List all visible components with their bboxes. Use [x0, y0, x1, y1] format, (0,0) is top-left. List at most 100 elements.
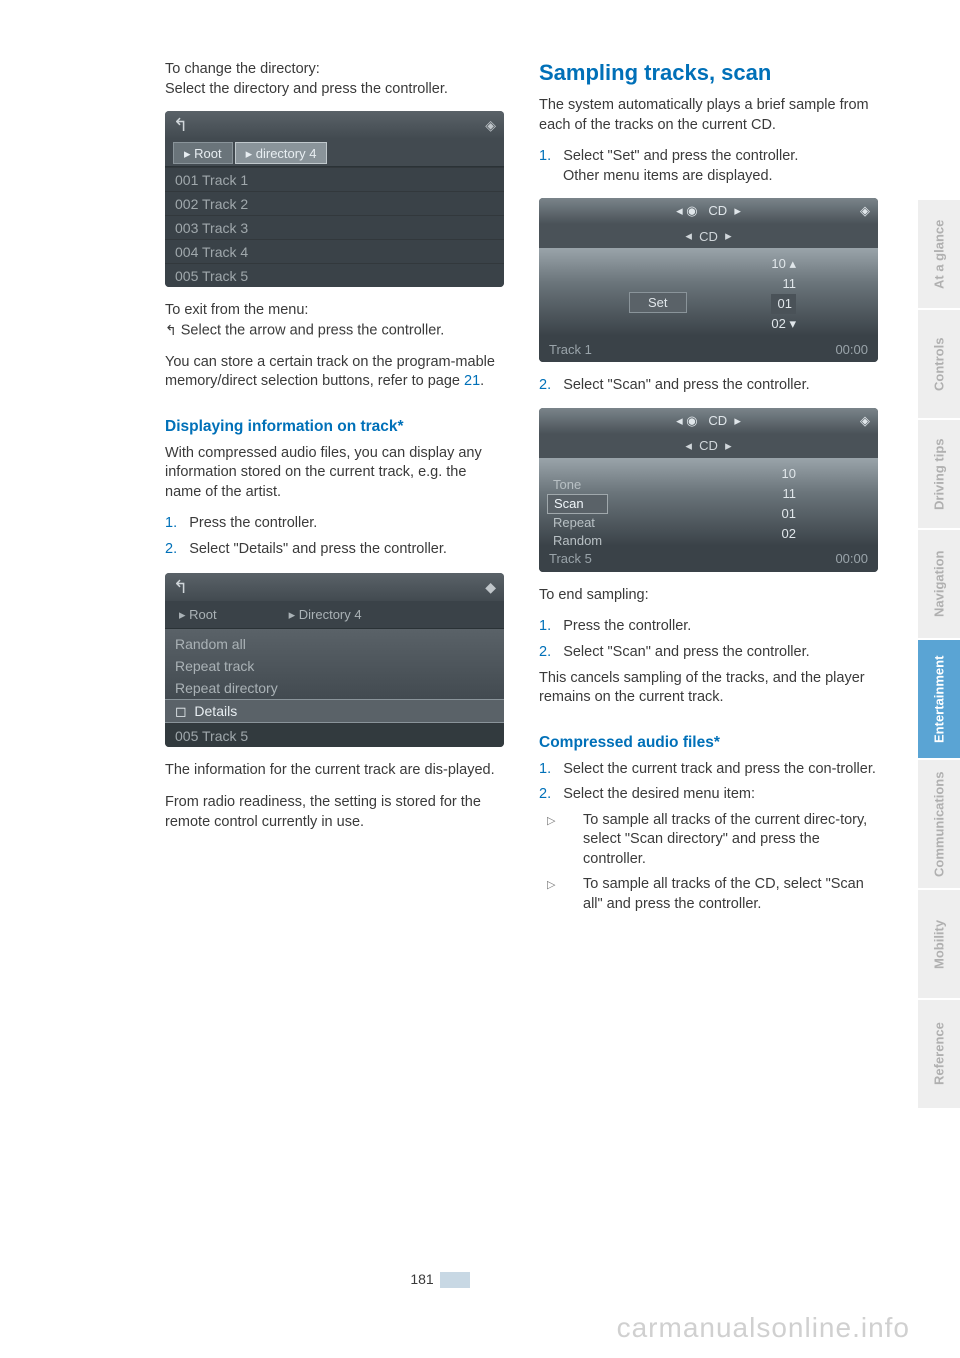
list-item: 2. Select the desired menu item:	[539, 785, 878, 805]
list-number: 1.	[539, 618, 551, 634]
track-time: 00:00	[835, 551, 868, 566]
triangle-icon: ▷	[565, 814, 583, 829]
track-row: 004 Track 4	[165, 239, 504, 263]
triangle-icon: ▷	[565, 878, 583, 893]
track-row: 005 Track 5	[165, 263, 504, 287]
cd-title: ◂ CD ▸	[539, 434, 878, 458]
list-item: 2. Select "Scan" and press the controlle…	[539, 376, 878, 396]
paragraph: To change the directory: Select the dire…	[165, 60, 504, 99]
left-column: To change the directory: Select the dire…	[165, 60, 504, 1318]
paragraph: To end sampling:	[539, 586, 878, 606]
text: Select the arrow and press the controlle…	[177, 322, 445, 338]
heading-compressed: Compressed audio files*	[539, 734, 878, 752]
track-label: Track 5	[549, 551, 592, 566]
paragraph: This cancels sampling of the tracks, and…	[539, 669, 878, 708]
diamond-icon: ◆	[485, 579, 496, 596]
side-tab[interactable]: Controls	[918, 310, 960, 418]
text: To sample all tracks of the CD, select "…	[583, 876, 864, 912]
list-item: 1. Press the controller.	[539, 617, 878, 637]
paragraph: The information for the current track ar…	[165, 761, 504, 781]
text: Select "Set" and press the controller.	[563, 148, 798, 164]
menu-item: Repeat track	[165, 655, 504, 677]
paragraph: You can store a certain track on the pro…	[165, 353, 504, 392]
text: Press the controller.	[563, 618, 691, 634]
side-tab[interactable]: At a glance	[918, 200, 960, 308]
text: To exit from the menu:	[165, 302, 308, 318]
watermark: carmanualsonline.info	[617, 1312, 910, 1344]
breadcrumb-dir: ▸ Directory 4	[283, 607, 368, 623]
side-tab[interactable]: Driving tips	[918, 420, 960, 528]
text: You can store a certain track on the pro…	[165, 354, 495, 390]
breadcrumb-root: ▸ Root	[173, 142, 233, 164]
list-number: 2.	[539, 786, 551, 802]
side-tabs: At a glanceControlsDriving tipsNavigatio…	[918, 0, 960, 1358]
cd-source: ◂ ◉ CD ▸	[676, 203, 741, 219]
back-icon: ↰	[173, 577, 188, 598]
sub-list-item: ▷To sample all tracks of the current dir…	[539, 811, 878, 870]
page-link[interactable]: 21	[464, 373, 480, 389]
track-row: 003 Track 3	[165, 215, 504, 239]
breadcrumb-root: ▸ Root	[173, 607, 223, 623]
page-footer: 181	[0, 1251, 880, 1288]
page-number: 181	[410, 1271, 433, 1287]
menu-item-selected: ◻ Details	[165, 699, 504, 723]
diamond-icon: ◈	[485, 117, 496, 134]
text: Select "Details" and press the controlle…	[189, 541, 447, 557]
text: Select the directory and press the contr…	[165, 81, 448, 97]
track-row: 005 Track 5	[165, 723, 504, 747]
text: To sample all tracks of the current dire…	[583, 812, 867, 867]
list-number: 1.	[539, 761, 551, 777]
track-numbers: 10 ▴ 11 01 02 ▾	[771, 254, 796, 334]
track-time: 00:00	[835, 342, 868, 357]
paragraph: To exit from the menu: ↰ Select the arro…	[165, 301, 504, 340]
side-tab[interactable]: Reference	[918, 1000, 960, 1108]
right-column: Sampling tracks, scan The system automat…	[539, 60, 878, 1318]
text: .	[480, 373, 484, 389]
screenshot-directory: ↰ ◈ ▸ Root ▸ directory 4 001 Track 1 002…	[165, 111, 504, 301]
track-row: 001 Track 1	[165, 167, 504, 191]
text: Press the controller.	[189, 515, 317, 531]
list-item: 2. Select "Details" and press the contro…	[165, 540, 504, 560]
list-number: 2.	[165, 541, 177, 557]
side-tab[interactable]: Mobility	[918, 890, 960, 998]
list-item: 1. Select the current track and press th…	[539, 760, 878, 780]
page-bar-icon	[440, 1272, 470, 1288]
sub-list-item: ▷To sample all tracks of the CD, select …	[539, 875, 878, 914]
paragraph: The system automatically plays a brief s…	[539, 96, 878, 135]
list-number: 2.	[539, 644, 551, 660]
text: Select "Scan" and press the controller.	[563, 644, 809, 660]
track-label: Track 1	[549, 342, 592, 357]
screenshot-details: ↰ ◆ ▸ Root ▸ Directory 4 Random all Repe…	[165, 573, 504, 761]
side-tab[interactable]: Navigation	[918, 530, 960, 638]
side-tab[interactable]: Entertainment	[918, 640, 960, 758]
list-number: 2.	[539, 377, 551, 393]
menu-item: Random all	[165, 633, 504, 655]
cd-source: ◂ ◉ CD ▸	[676, 413, 741, 429]
breadcrumb-dir: ▸ directory 4	[235, 142, 328, 164]
text: To change the directory:	[165, 61, 320, 77]
diamond-icon: ◈	[860, 413, 870, 429]
list-item: 1. Press the controller.	[165, 514, 504, 534]
menu-item: Repeat directory	[165, 677, 504, 699]
screenshot-cd-set: ◂ ◉ CD ▸◈ ◂ CD ▸ Set 10 ▴ 11 01 02 ▾ Tra…	[539, 198, 878, 362]
menu-item-selected: Scan	[547, 494, 608, 514]
list-number: 1.	[539, 148, 551, 164]
paragraph: With compressed audio files, you can dis…	[165, 444, 504, 503]
paragraph: From radio readiness, the setting is sto…	[165, 793, 504, 832]
screenshot-cd-scan: ◂ ◉ CD ▸ ◈ ◂ CD ▸ Tone Scan Repeat Random…	[539, 408, 878, 572]
menu-item: Tone	[547, 476, 608, 494]
text: Select the desired menu item:	[563, 786, 755, 802]
text: Other menu items are displayed.	[563, 168, 773, 184]
list-item: 1. Select "Set" and press the controller…	[539, 147, 878, 186]
side-tab[interactable]: Communications	[918, 760, 960, 888]
menu-item: Repeat	[547, 514, 608, 532]
heading-sampling: Sampling tracks, scan	[539, 60, 878, 86]
list-number: 1.	[165, 515, 177, 531]
track-row: 002 Track 2	[165, 191, 504, 215]
menu-item: Random	[547, 532, 608, 550]
back-arrow-icon: ↰	[165, 321, 177, 340]
text: Select the current track and press the c…	[563, 761, 876, 777]
set-button: Set	[629, 292, 687, 313]
heading-display-info: Displaying information on track*	[165, 418, 504, 436]
track-numbers: 10 11 01 02	[782, 464, 796, 544]
